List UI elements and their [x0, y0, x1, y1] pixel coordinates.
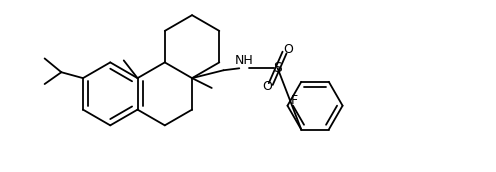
Text: NH: NH: [235, 54, 253, 67]
Text: O: O: [284, 43, 294, 56]
Text: S: S: [273, 61, 282, 75]
Text: F: F: [291, 94, 298, 107]
Text: O: O: [262, 80, 272, 94]
